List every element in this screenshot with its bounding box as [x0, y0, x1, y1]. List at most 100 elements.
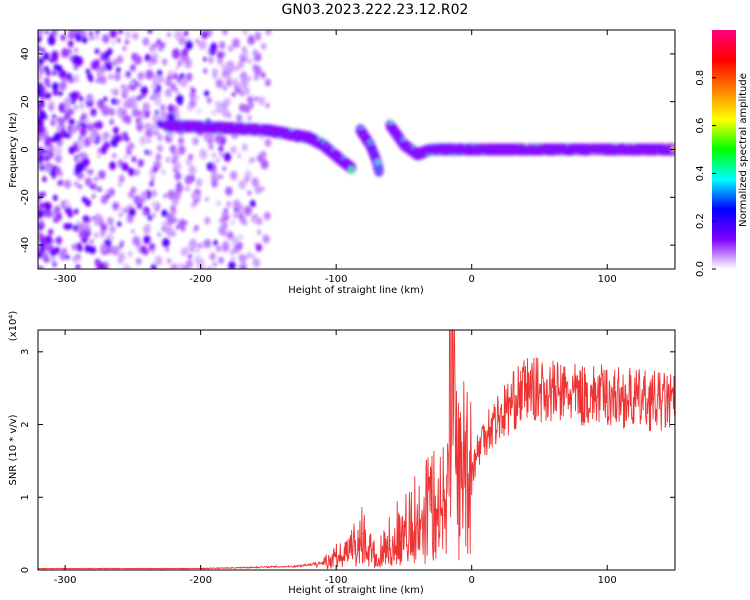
- spectrogram-cell: [73, 64, 78, 70]
- spectrogram-cell: [188, 238, 197, 249]
- spectrogram-cell: [244, 175, 250, 183]
- snr-point: [349, 547, 351, 549]
- spectrogram-cell: [149, 94, 155, 101]
- spectrogram-cell: [222, 30, 228, 35]
- spectrogram-cell: [154, 96, 162, 106]
- spectrogram-cell: [38, 57, 44, 66]
- snr-point: [443, 496, 446, 498]
- spectrogram-cell: [133, 195, 141, 205]
- spectrogram-cell: [215, 78, 224, 89]
- spectrogram-cell: [113, 61, 118, 66]
- spectrogram-cell: [216, 158, 220, 163]
- spectrogram-cell: [247, 58, 252, 64]
- snr-point: [498, 416, 500, 418]
- spectrogram-cell: [128, 191, 135, 199]
- spectrogram-cell: [231, 92, 236, 97]
- spectrogram-cell: [121, 91, 128, 99]
- snr-y-ticks: 0 1 2 3: [20, 349, 675, 573]
- spectrogram-cell: [55, 236, 63, 245]
- spectrogram-cell: [247, 76, 252, 82]
- colorbar-tick-label: 0.4: [695, 165, 706, 181]
- spectrogram-cell: [88, 133, 96, 143]
- spectrogram-cell: [62, 77, 67, 82]
- spectrogram-cell: [64, 111, 71, 120]
- spectrogram-cell: [100, 52, 105, 58]
- spectrogram-cell: [39, 266, 44, 269]
- spectrogram-cell: [257, 229, 261, 235]
- spectrogram-cell: [155, 153, 162, 161]
- spectrogram-cell: [154, 130, 160, 137]
- spectrogram-cell: [125, 144, 131, 151]
- spectrogram-cell: [52, 194, 58, 201]
- spectrogram-cell: [67, 210, 74, 218]
- snr-point: [606, 394, 608, 397]
- spectrogram-cell: [94, 258, 101, 266]
- spectrogram-cell: [176, 94, 184, 104]
- spectrogram-cell: [265, 102, 270, 108]
- spectrogram-cell: [188, 253, 193, 259]
- spectrogram-cell: [116, 55, 124, 64]
- spectrogram-cell: [38, 66, 45, 75]
- spectrogram-cell: [169, 211, 175, 218]
- spectrogram-cell: [118, 212, 123, 218]
- spectrogram-cell: [81, 36, 88, 44]
- spectrogram-cell: [49, 256, 56, 264]
- snr-ytick-label: 2: [20, 421, 31, 427]
- spectrogram-cell: [53, 56, 58, 63]
- spectrogram-cell: [131, 81, 135, 86]
- spectrogram-cell: [100, 243, 108, 254]
- spectrogram-cell: [235, 40, 240, 46]
- spectrogram-cell: [44, 242, 53, 252]
- snr-point: [454, 460, 457, 462]
- spectrogram-cell: [93, 220, 99, 227]
- colorbar-tick-label: 0.2: [695, 213, 706, 229]
- spectrogram-cell: [671, 145, 675, 153]
- spectrogram-cell: [112, 153, 117, 159]
- spectrogram-cell: [253, 56, 258, 62]
- spectrogram-cell: [69, 92, 75, 100]
- spectrogram-cell: [97, 99, 105, 109]
- colorbar-ticks: 0.0 0.2 0.4 0.6 0.8: [695, 70, 716, 277]
- spectrogram-cell: [109, 161, 117, 170]
- spectrogram-cell: [119, 244, 123, 249]
- spectrogram-cell: [84, 167, 89, 173]
- spectrogram-cell: [142, 102, 151, 112]
- colorbar-label: Normalized spectral amplitude: [738, 73, 749, 227]
- spectrogram-cell: [108, 107, 115, 116]
- spectrogram-cell: [74, 181, 79, 187]
- spectrogram-cell: [106, 217, 114, 226]
- spectrogram-cell: [256, 34, 261, 41]
- spectrogram-cell: [68, 146, 75, 155]
- spectrogram-cell: [348, 166, 354, 174]
- spectrogram-cell: [222, 108, 229, 118]
- spectrogram-cell: [89, 31, 93, 36]
- spectrogram-cell: [172, 72, 178, 80]
- spectrogram-cell: [219, 151, 223, 157]
- snr-point: [552, 391, 554, 393]
- spectrogram-cell: [215, 183, 219, 188]
- spectrogram-cell: [183, 30, 189, 37]
- spectrogram-cell: [41, 86, 46, 91]
- spectrogram-cell: [244, 255, 248, 261]
- spectrogram-cell: [165, 78, 171, 86]
- spectrogram-cell: [55, 212, 63, 221]
- spectrogram-cell: [264, 138, 272, 147]
- spectrogram-cell: [203, 131, 211, 141]
- colorbar-tick-label: 0.6: [695, 118, 706, 134]
- spectrogram-cell: [43, 65, 49, 72]
- spectrogram-cell: [53, 205, 61, 214]
- spectrogram-cell: [232, 199, 241, 209]
- spectrogram-cell: [53, 31, 58, 37]
- spectrogram-cell: [178, 262, 184, 269]
- spectrogram-cell: [38, 219, 44, 227]
- spectrogram-cell: [166, 258, 172, 264]
- spectrogram-cell: [166, 31, 172, 38]
- spectrogram-xlabel: Height of straight line (km): [288, 285, 424, 296]
- snr-xtick-label: 0: [469, 575, 475, 586]
- spectrogram-cell: [109, 30, 117, 39]
- spectrogram-cell: [203, 68, 208, 74]
- spectrogram-cell: [156, 69, 163, 77]
- spectrogram-cell: [161, 42, 165, 48]
- spectrogram-cell: [108, 187, 115, 197]
- spectrogram-cell: [145, 128, 153, 138]
